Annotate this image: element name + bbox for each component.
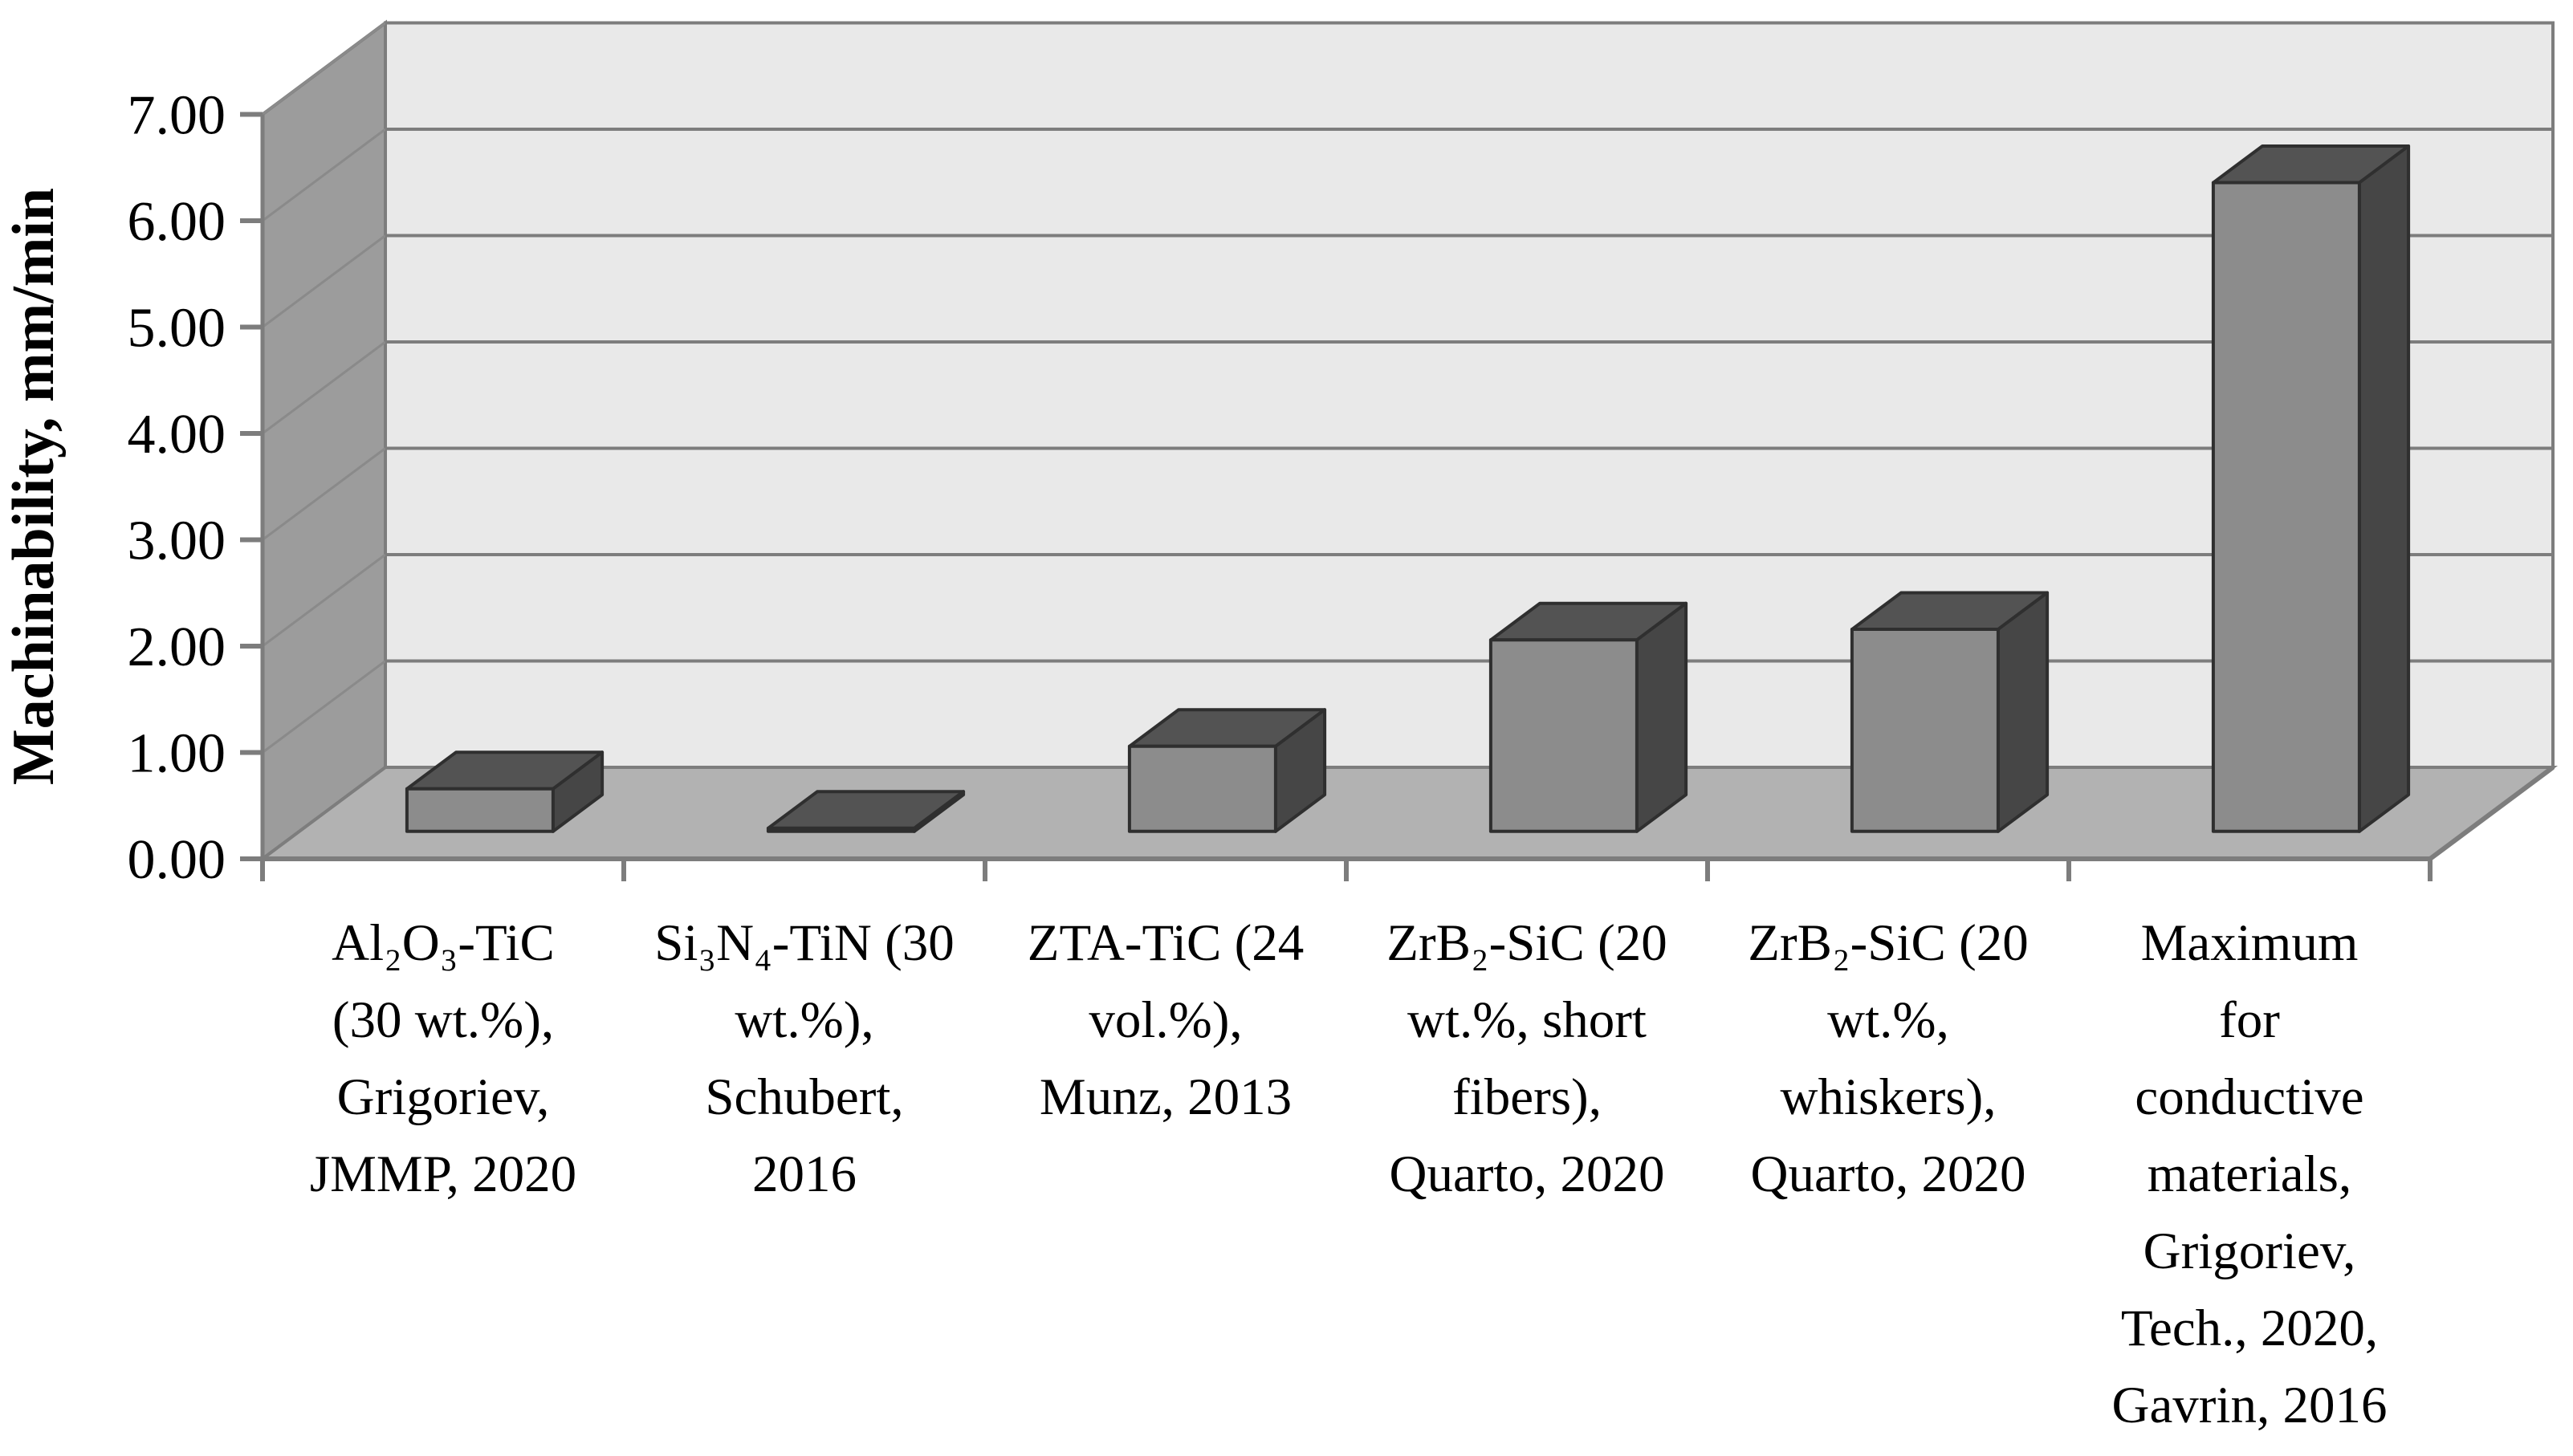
- left-wall-gridline: [262, 22, 386, 116]
- category-label-5: Maximum for conductive materials, Grigoriev,…: [2112, 914, 2388, 1434]
- category-label-3: ZrB₂-SiC (20 wt.%, short fibers), Quarto, 2…: [1386, 914, 1667, 1203]
- category-label-line: conductive: [2135, 1068, 2363, 1126]
- category-label-line: Maximum: [2141, 914, 2359, 972]
- bar-front-face: [766, 826, 916, 833]
- y-tick-label: 3.00: [128, 510, 226, 572]
- bar-4: [1850, 591, 2050, 833]
- left-wall-gridline: [262, 340, 386, 435]
- category-label-line: ZrB₂-SiC (20: [1748, 914, 2028, 972]
- y-axis-title: Machinability, mm/min: [1, 188, 67, 785]
- category-label-1: Si₃N₄-TiN (30 wt.%), Schubert, 2016: [654, 914, 954, 1203]
- bar-front-face: [1850, 628, 2000, 833]
- bar-0: [405, 750, 605, 833]
- back-wall: [384, 21, 2555, 769]
- y-tick-label: 0.00: [128, 829, 226, 891]
- y-tick-label: 2.00: [128, 616, 226, 678]
- category-label-line: Al₂O₃-TiC: [332, 914, 555, 972]
- y-tick-label: 7.00: [128, 85, 226, 147]
- category-label-line: whiskers),: [1781, 1068, 1997, 1126]
- bars: [405, 144, 2411, 833]
- left-wall: [261, 19, 387, 862]
- left-wall-gridline: [262, 128, 386, 222]
- bar-front-face: [2211, 181, 2361, 833]
- category-label-line: ZTA-TiC (24: [1028, 914, 1305, 972]
- bar-front-face: [1127, 744, 1277, 833]
- bar-3: [1488, 601, 1688, 833]
- category-label-line: for: [2219, 991, 2280, 1049]
- axes-and-ticks: [240, 112, 2555, 881]
- plot-walls: [257, 19, 2559, 862]
- floor-right-edge: [2428, 765, 2555, 861]
- left-wall-gridline: [262, 553, 386, 648]
- gridlines: [262, 21, 2553, 754]
- bar-side-face: [2357, 144, 2411, 833]
- y-tick-labels: 0.00 1.00 2.00 3.00 4.00 5.00 6.00 7.00: [128, 85, 226, 892]
- category-label-line: Quarto, 2020: [1390, 1145, 1665, 1203]
- category-label-line: Grigoriev,: [337, 1068, 550, 1126]
- category-label-line: Si₃N₄-TiN (30: [654, 914, 954, 972]
- bar-1: [766, 790, 966, 833]
- floor: [257, 766, 2559, 860]
- bar-front-face: [1488, 638, 1639, 833]
- category-label-line: materials,: [2148, 1145, 2351, 1203]
- category-label-line: Tech., 2020,: [2121, 1299, 2378, 1357]
- category-label-line: JMMP, 2020: [310, 1145, 576, 1203]
- bar-5: [2211, 144, 2411, 833]
- category-label-line: wt.%,: [1827, 991, 1949, 1049]
- left-wall-gridline: [262, 660, 386, 754]
- y-tick-label: 1.00: [128, 723, 226, 785]
- category-label-line: ZrB₂-SiC (20: [1386, 914, 1667, 972]
- category-label-4: ZrB₂-SiC (20 wt.%, whiskers), Quarto, 2020: [1748, 914, 2028, 1203]
- bar-side-face: [1635, 601, 1688, 833]
- category-label-line: fibers),: [1452, 1068, 1602, 1126]
- category-label-line: (30 wt.%),: [332, 991, 554, 1049]
- category-label-line: wt.%, short: [1407, 991, 1647, 1049]
- bar-side-face: [1996, 591, 2050, 833]
- category-label-line: 2016: [752, 1145, 857, 1203]
- y-tick-label: 6.00: [128, 191, 226, 253]
- y-tick-label: 5.00: [128, 298, 226, 360]
- category-label-line: Quarto, 2020: [1751, 1145, 2026, 1203]
- category-labels: Al₂O₃-TiC (30 wt.%), Grigoriev, JMMP, 2020 S…: [310, 914, 2388, 1434]
- category-label-2: ZTA-TiC (24 vol.%), Munz, 2013: [1028, 914, 1305, 1126]
- bar-front-face: [405, 787, 555, 833]
- category-label-line: Gavrin, 2016: [2112, 1377, 2388, 1434]
- category-label-line: wt.%),: [735, 991, 873, 1049]
- bar-2: [1127, 708, 1327, 833]
- category-label-0: Al₂O₃-TiC (30 wt.%), Grigoriev, JMMP, 2020: [310, 914, 576, 1203]
- category-label-line: vol.%),: [1089, 991, 1242, 1049]
- category-label-line: Grigoriev,: [2143, 1222, 2356, 1280]
- left-wall-gridline: [262, 234, 386, 328]
- category-label-line: Schubert,: [705, 1068, 903, 1126]
- y-tick-label: 4.00: [128, 404, 226, 466]
- left-wall-gridline: [262, 447, 386, 541]
- category-label-line: Munz, 2013: [1040, 1068, 1292, 1126]
